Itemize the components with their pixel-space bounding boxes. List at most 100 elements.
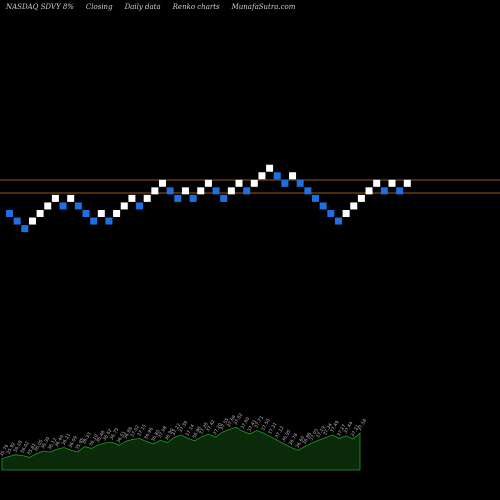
volume-value-label: 36.88 bbox=[122, 426, 134, 440]
frequency-label: Daily data bbox=[124, 3, 161, 11]
volume-value-label: 37.42 bbox=[205, 419, 217, 433]
volume-value-label: 37.50 bbox=[260, 418, 272, 432]
renko-brick-up bbox=[97, 210, 105, 217]
renko-brick-up bbox=[227, 187, 235, 195]
volume-value-label: 37.28 bbox=[198, 421, 210, 435]
volume-value-label: 37.31 bbox=[267, 421, 279, 435]
renko-brick-down bbox=[243, 187, 251, 195]
closing-label: Closing bbox=[85, 3, 113, 11]
volume-value-label: 36.62 bbox=[102, 428, 114, 442]
renko-brick-up bbox=[350, 202, 358, 210]
renko-brick-up bbox=[204, 179, 212, 187]
volume-labels: 35.7935.9236.1836.0235.8136.0536.3036.12… bbox=[0, 412, 368, 458]
renko-brick-down bbox=[105, 217, 113, 225]
renko-brick-down bbox=[6, 210, 13, 217]
volume-value-label: 37.82 bbox=[233, 412, 245, 426]
volume-value-label: 37.19 bbox=[315, 425, 327, 439]
renko-brick-down bbox=[273, 172, 281, 180]
volume-value-label: 36.75 bbox=[109, 427, 121, 441]
renko-brick-up bbox=[388, 179, 396, 187]
volume-value-label: 37.15 bbox=[136, 423, 148, 437]
volume-value-label: 36.33 bbox=[81, 431, 93, 445]
renko-brick-up bbox=[159, 179, 166, 187]
renko-brick-up bbox=[250, 179, 258, 187]
renko-brick-down bbox=[304, 187, 312, 195]
renko-brick-up bbox=[342, 210, 350, 217]
volume-value-label: 37.12 bbox=[274, 425, 286, 439]
volume-value-label: 37.20 bbox=[212, 422, 224, 436]
renko-brick-down bbox=[74, 202, 82, 210]
renko-brick-down bbox=[212, 187, 220, 195]
renko-brick-up bbox=[266, 164, 274, 172]
volume-value-label: 36.51 bbox=[116, 430, 128, 444]
volume-value-label: 36.96 bbox=[143, 426, 155, 440]
volume-value-label: 36.95 bbox=[281, 429, 293, 443]
volume-value-label: 35.95 bbox=[74, 437, 86, 451]
renko-brick-down bbox=[21, 225, 29, 233]
symbol-label: NASDAQ SDVY 8% bbox=[6, 3, 74, 11]
volume-value-label: 37.73 bbox=[253, 415, 265, 429]
volume-value-label: 37.58 bbox=[357, 418, 369, 432]
renko-brick-up bbox=[120, 202, 128, 210]
renko-brick-up bbox=[143, 194, 151, 202]
volume-value-label: 35.79 bbox=[0, 443, 10, 457]
volume-value-label: 36.86 bbox=[301, 431, 313, 445]
volume-value-label: 36.90 bbox=[164, 427, 176, 441]
renko-brick-up bbox=[258, 172, 266, 180]
renko-brick-down bbox=[136, 202, 144, 210]
volume-value-label: 37.02 bbox=[129, 424, 141, 438]
volume-value-label: 37.27 bbox=[336, 423, 348, 437]
renko-brick-down bbox=[296, 179, 304, 187]
renko-brick-down bbox=[189, 194, 197, 202]
volume-value-label: 36.80 bbox=[150, 429, 162, 443]
renko-brick-down bbox=[220, 194, 228, 202]
volume-value-label: 37.14 bbox=[184, 423, 196, 437]
renko-brick-up bbox=[197, 187, 205, 195]
renko-brick-up bbox=[51, 194, 59, 202]
renko-brick-down bbox=[90, 217, 98, 225]
renko-brick-down bbox=[174, 194, 182, 202]
renko-brick-down bbox=[166, 187, 174, 195]
renko-brick-up bbox=[235, 179, 243, 187]
volume-value-label: 37.36 bbox=[178, 420, 190, 434]
volume-value-label: 37.60 bbox=[239, 416, 251, 430]
volume-value-label: 37.41 bbox=[246, 419, 258, 433]
volume-area-shape bbox=[1, 426, 361, 471]
volume-value-label: 37.22 bbox=[171, 422, 183, 436]
symbol-text: NASDAQ SDVY bbox=[6, 3, 61, 11]
chart-header: NASDAQ SDVY 8% Closing Daily data Renko … bbox=[6, 3, 295, 11]
renko-brick-up bbox=[151, 187, 159, 195]
volume-value-label: 36.21 bbox=[60, 432, 72, 446]
volume-value-label: 37.44 bbox=[343, 421, 355, 435]
renko-brick-up bbox=[67, 194, 75, 202]
volume-value-label: 36.40 bbox=[54, 434, 66, 448]
renko-brick-down bbox=[334, 217, 342, 225]
renko-brick-down bbox=[281, 179, 289, 187]
volume-value-label: 36.30 bbox=[40, 436, 52, 450]
volume-value-label: 36.09 bbox=[67, 435, 79, 449]
volume-value-label: 37.03 bbox=[308, 428, 320, 442]
renko-brick-down bbox=[327, 210, 335, 217]
renko-bricks bbox=[6, 164, 411, 233]
renko-brick-down bbox=[59, 202, 67, 210]
volume-value-label: 37.08 bbox=[157, 425, 169, 439]
volume-value-label: 36.12 bbox=[47, 437, 59, 451]
renko-brick-down bbox=[82, 210, 90, 217]
volume-value-label: 36.78 bbox=[288, 432, 300, 446]
volume-value-label: 36.05 bbox=[33, 439, 45, 453]
renko-brick-up bbox=[181, 187, 189, 195]
chart-kind-label: Renko charts bbox=[172, 3, 220, 11]
renko-brick-down bbox=[13, 217, 21, 225]
volume-value-label: 36.48 bbox=[95, 430, 107, 444]
renko-brick-up bbox=[113, 210, 121, 217]
volume-value-label: 37.49 bbox=[329, 420, 341, 434]
volume-value-label: 36.60 bbox=[295, 435, 307, 449]
renko-brick-down bbox=[396, 187, 404, 195]
site-label: MunafaSutra.com bbox=[231, 3, 296, 11]
change-text: 8% bbox=[62, 3, 74, 11]
renko-brick-up bbox=[373, 179, 381, 187]
renko-brick-up bbox=[289, 172, 297, 180]
renko-brick-up bbox=[365, 187, 373, 195]
